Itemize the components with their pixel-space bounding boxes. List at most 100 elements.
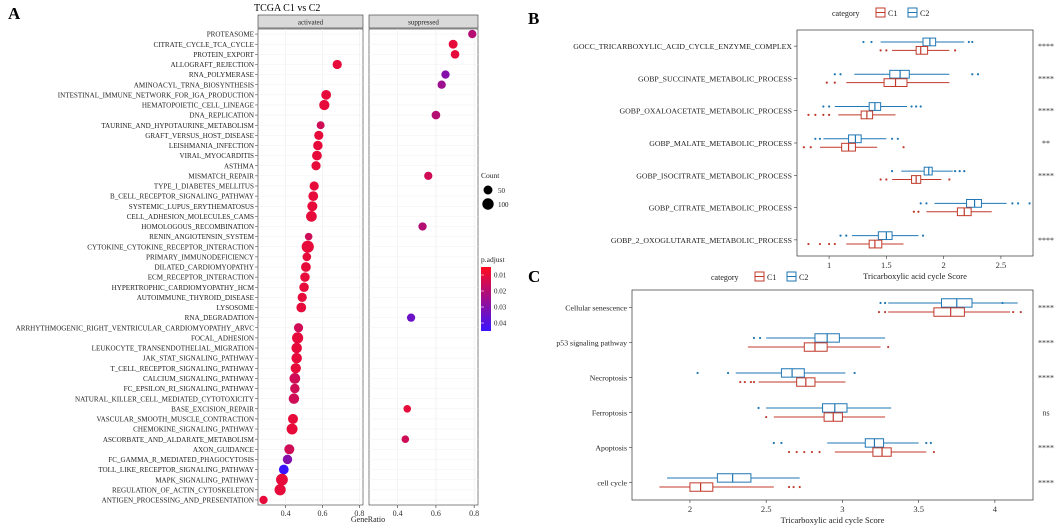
category-label: CITRATE_CYCLE_TCA_CYCLE: [154, 41, 255, 49]
outlier-c1: [1019, 310, 1022, 314]
dot: [314, 130, 324, 140]
x-tick-label: 0.8: [469, 509, 479, 518]
facet-strip-activated: [257, 14, 364, 29]
x-tick-label: 2.5: [996, 260, 1007, 270]
outlier-c2: [845, 234, 848, 237]
outlier-c2: [726, 371, 730, 375]
legend-label-c2: C2: [920, 9, 929, 18]
dot: [292, 332, 304, 344]
category-label: ECM_RECEPTOR_INTERACTION: [148, 274, 254, 282]
outlier-c1: [827, 242, 831, 246]
outlier-c1: [792, 485, 795, 489]
dot: [299, 282, 309, 293]
outlier-c1: [932, 450, 935, 454]
outlier-c1: [887, 345, 890, 349]
dot: [290, 383, 300, 394]
outlier-c2: [929, 441, 932, 445]
dot: [302, 252, 312, 262]
legend-color-label: 0.03: [494, 304, 507, 312]
outlier-c2: [896, 137, 899, 140]
outlier-c1: [803, 450, 806, 454]
box-c1: [803, 342, 828, 352]
legend-color-label: 0.01: [494, 272, 507, 280]
dot: [306, 210, 317, 222]
legend-color-bar: [481, 267, 491, 331]
legend-size-label: 100: [498, 201, 509, 209]
dot: [418, 222, 427, 231]
category-label: ALLOGRAFT_REJECTION: [170, 61, 254, 69]
legend-color-title: p.adjust: [481, 255, 505, 264]
dot: [450, 49, 460, 59]
dot: [300, 272, 310, 282]
category-label: GOCC_TRICARBOXYLIC_ACID_CYCLE_ENZYME_COM…: [573, 42, 792, 51]
category-label: REGULATION_OF_ACTIN_CYTOSKELETON: [112, 486, 254, 494]
outlier-c2: [963, 169, 966, 173]
outlier-c1: [902, 146, 905, 149]
category-label: RNA_DEGRADATION: [185, 314, 254, 322]
category-label: CELL_ADHESION_MOLECULES_CAMS: [127, 213, 254, 221]
category-label: AUTOIMMUNE_THYROID_DISEASE: [137, 294, 254, 302]
outlier-c2: [910, 105, 913, 108]
outlier-c2: [827, 105, 831, 108]
category-label: MAPK_SIGNALING_PATHWAY: [155, 476, 254, 484]
outlier-c1: [879, 49, 882, 52]
outlier-c2: [976, 73, 980, 76]
dot: [288, 393, 300, 404]
outlier-c2: [1017, 202, 1020, 205]
dot: [313, 140, 323, 151]
outlier-c1: [879, 178, 882, 181]
dot: [448, 39, 458, 49]
outlier-c2: [919, 202, 922, 205]
category-label: CHEMOKINE_SIGNALING_PATHWAY: [133, 426, 254, 434]
significance-label: ****: [1038, 444, 1054, 453]
outlier-c1: [787, 485, 791, 489]
outlier-c1: [739, 380, 742, 384]
outlier-c1: [802, 146, 805, 149]
outlier-c2: [839, 234, 842, 237]
significance-label: ****: [1038, 304, 1054, 313]
legend-size-dot: [482, 198, 494, 210]
panel-label-c: C: [528, 267, 540, 286]
category-label: FOCAL_ADHESION: [191, 334, 254, 342]
outlier-c2: [758, 336, 762, 340]
category-label: TAURINE_AND_HYPOTAURINE_METABOLISM: [101, 122, 254, 130]
category-label: AXON_GUIDANCE: [193, 446, 254, 454]
outlier-c1: [818, 242, 822, 246]
outlier-c2: [925, 441, 928, 445]
category-label: GOBP_CITRATE_METABOLIC_PROCESS: [649, 204, 792, 213]
significance-label: ****: [1038, 42, 1054, 51]
dot: [316, 121, 325, 130]
dot: [431, 110, 441, 120]
category-label: VASCULAR_SMOOTH_MUSCLE_CONTRACTION: [96, 416, 254, 424]
panel-label-b: B: [528, 9, 539, 28]
legend-title: category: [832, 9, 860, 18]
category-label: Necroptosis: [590, 374, 627, 383]
box-c2: [716, 473, 752, 483]
category-label: RENIN_ANGIOTENSIN_SYSTEM: [149, 233, 255, 241]
facet-label-suppressed: suppressed: [408, 19, 439, 27]
dot: [289, 373, 301, 384]
dot: [403, 404, 412, 413]
category-label: MISMATCH_REPAIR: [188, 172, 254, 180]
category-label: HYPERTROPHIC_CARDIOMYOPATHY_HCM: [112, 284, 255, 292]
dot: [319, 99, 330, 111]
outlier-c1: [765, 415, 768, 419]
x-tick-label: 0.4: [393, 509, 403, 518]
category-label: JAK_STAT_SIGNALING_PATHWAY: [143, 355, 254, 363]
dot: [312, 150, 322, 161]
outlier-c1: [795, 450, 798, 454]
x-axis-title: Tricarboxylic acid cycle Score: [781, 515, 885, 525]
category-label: FC_GAMMA_R_MEDIATED_PHAGOCYTOSIS: [108, 456, 254, 464]
outlier-c2: [915, 105, 918, 108]
box-c1: [933, 307, 965, 317]
legend-title: category: [711, 273, 739, 282]
dot: [332, 59, 342, 70]
category-label: cell cycle: [597, 479, 627, 488]
plot-area: [796, 29, 1034, 257]
outlier-c1: [877, 310, 881, 314]
outlier-c2: [890, 137, 894, 140]
panel-label-a: A: [8, 4, 21, 23]
outlier-c1: [885, 178, 888, 181]
x-axis-title: Tricarboxylic acid cycle Score: [863, 271, 967, 281]
